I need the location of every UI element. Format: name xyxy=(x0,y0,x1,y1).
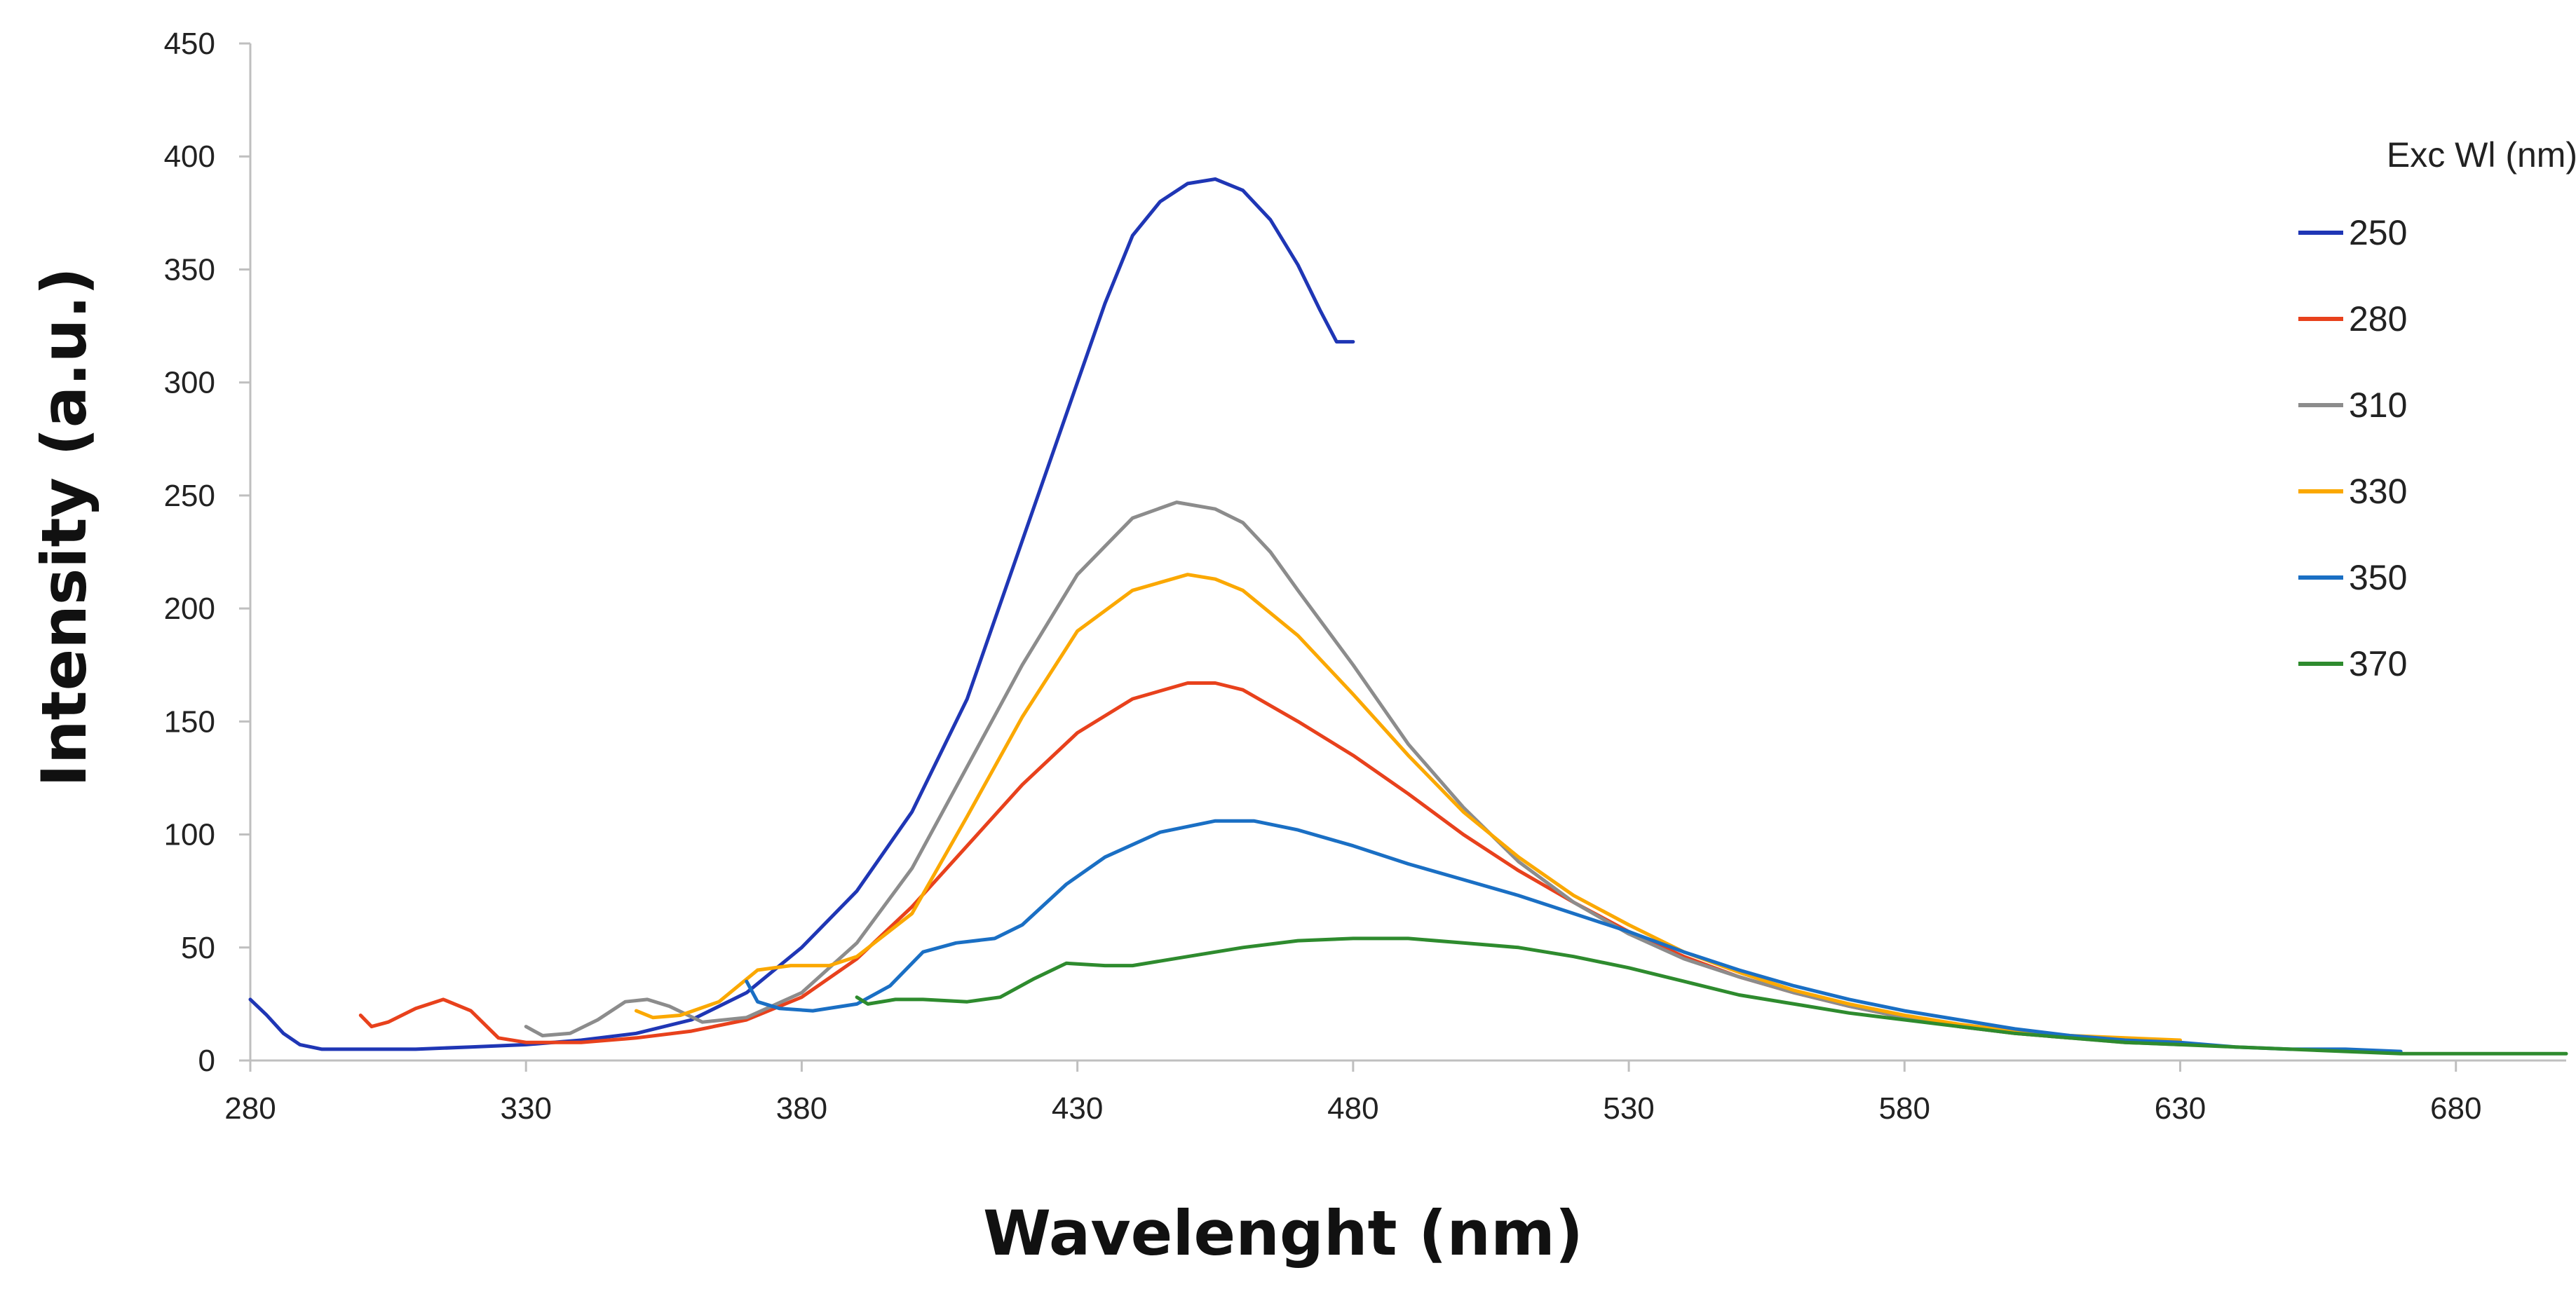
y-tick-label: 350 xyxy=(164,252,215,287)
x-tick-label: 380 xyxy=(776,1091,827,1126)
y-tick-label: 250 xyxy=(164,479,215,513)
x-tick-label: 430 xyxy=(1052,1091,1103,1126)
series-line-310 xyxy=(524,500,2182,1046)
legend-title: Exc Wl (nm) xyxy=(2387,135,2576,175)
series-lines xyxy=(248,177,2568,1056)
x-tick-label: 580 xyxy=(1879,1091,1930,1126)
series-line-280 xyxy=(358,681,2182,1044)
x-tick-label: 280 xyxy=(224,1091,276,1126)
x-tick-label: 480 xyxy=(1327,1091,1378,1126)
legend-label-280: 280 xyxy=(2349,299,2407,339)
y-tick-label: 300 xyxy=(164,366,215,400)
tick-labels: 0 50 100 150 200 250 300 350 400 450 280 330 380 430 4… xyxy=(164,27,2482,1126)
y-tick-label: 400 xyxy=(164,139,215,174)
series-line-250 xyxy=(248,177,1355,1051)
y-tick-label: 150 xyxy=(164,704,215,739)
legend: Exc Wl (nm) 250 280 310 330 350 370 xyxy=(2298,135,2576,683)
y-axis-title: Intensity (a.u.) xyxy=(28,267,100,787)
y-tick-label: 50 xyxy=(181,931,215,965)
x-tick-label: 330 xyxy=(501,1091,552,1126)
y-tick-label: 200 xyxy=(164,592,215,626)
x-tick-label: 530 xyxy=(1603,1091,1654,1126)
legend-label-310: 310 xyxy=(2349,386,2407,425)
y-tick-label: 0 xyxy=(198,1044,215,1078)
y-tick-label: 450 xyxy=(164,27,215,61)
x-axis-title: Wavelenght (nm) xyxy=(983,1197,1583,1269)
legend-label-330: 330 xyxy=(2349,472,2407,511)
series-line-330 xyxy=(635,573,2182,1042)
series-line-370 xyxy=(855,936,2568,1056)
x-tick-label: 680 xyxy=(2430,1091,2481,1126)
legend-label-350: 350 xyxy=(2349,558,2407,597)
y-tick-label: 100 xyxy=(164,818,215,852)
series-line-350 xyxy=(745,819,2403,1053)
legend-label-370: 370 xyxy=(2349,644,2407,683)
axes xyxy=(239,42,2566,1072)
legend-label-250: 250 xyxy=(2349,213,2407,252)
x-tick-label: 630 xyxy=(2155,1091,2206,1126)
